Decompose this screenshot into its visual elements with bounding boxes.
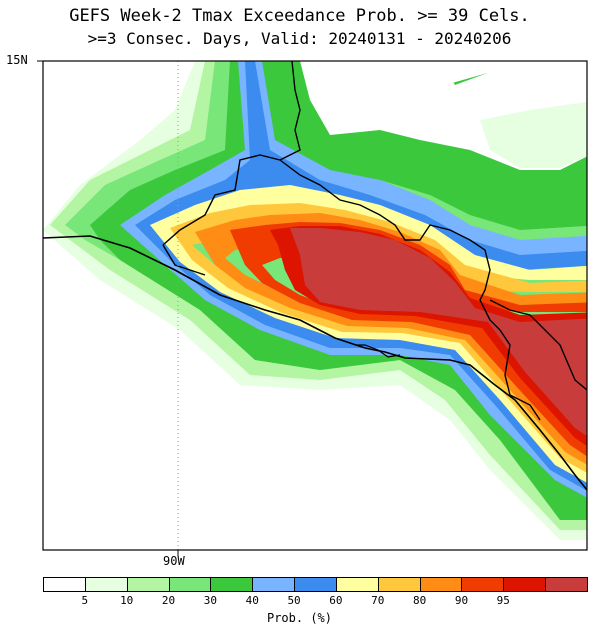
colorbar-bin	[335, 577, 379, 592]
map-title-line2: >=3 Consec. Days, Valid: 20240131 - 2024…	[87, 29, 512, 48]
colorbar-tick-label: 5	[81, 594, 89, 607]
colorbar-tick-label: 10	[120, 594, 134, 607]
colorbar-bin	[168, 577, 212, 592]
colorbar-tick-label: 70	[371, 594, 385, 607]
colorbar-bin	[503, 577, 547, 592]
colorbar-tick-label: 60	[329, 594, 343, 607]
colorbar-tick-label: 80	[412, 594, 427, 607]
map-frame	[42, 60, 588, 551]
gulf-fonseca-shore	[355, 344, 401, 358]
country-border-north	[162, 61, 587, 421]
colorbar-tick-label: 95	[496, 594, 510, 607]
colorbar-bin	[461, 577, 505, 592]
colorbar-tick-label: 90	[454, 594, 469, 607]
colorbar-tick-label: 50	[287, 594, 301, 607]
contour-70	[150, 185, 587, 483]
colorbar-title: Prob. (%)	[266, 611, 333, 625]
contour-80	[170, 203, 587, 473]
contour-max	[290, 228, 587, 437]
contour-10-top	[480, 101, 587, 168]
lat-15n-label: 15N	[6, 53, 28, 67]
colorbar-bin	[252, 577, 296, 592]
colorbar-tick-label: 30	[203, 594, 217, 607]
colorbar-bin	[210, 577, 254, 592]
contour-40	[90, 61, 587, 520]
contour-50	[120, 61, 587, 498]
colorbar-tick-label: 40	[245, 594, 259, 607]
colorbar-tick-label: 20	[161, 594, 176, 607]
colorbar-bin	[294, 577, 337, 592]
colorbar-bin	[545, 577, 588, 592]
colorbar-bin	[84, 577, 128, 592]
colorbar-bin	[126, 577, 170, 592]
colorbar-bin	[43, 577, 86, 592]
colorbar-bin	[377, 577, 421, 592]
map-title-line1: GEFS Week-2 Tmax Exceedance Prob. >= 39 …	[69, 6, 530, 26]
colorbar-bin	[419, 577, 463, 592]
probability-contours	[43, 61, 587, 550]
coastline	[43, 235, 587, 491]
contour-60	[135, 61, 587, 491]
lon-90w-label: 90W	[163, 554, 185, 568]
